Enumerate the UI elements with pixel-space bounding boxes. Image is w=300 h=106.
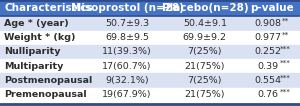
Bar [0, 16, 299, 31]
Text: ***: *** [280, 60, 291, 66]
Bar [0, 88, 299, 102]
Text: 11(39.3%): 11(39.3%) [102, 47, 152, 56]
Bar [0, 0, 299, 16]
Text: **: ** [282, 18, 289, 24]
Text: 7(25%): 7(25%) [188, 47, 222, 56]
Text: 50.7±9.3: 50.7±9.3 [105, 19, 149, 28]
Text: Multiparity: Multiparity [4, 62, 64, 71]
Bar [0, 73, 299, 88]
Text: p-value: p-value [250, 3, 294, 13]
Text: 50.4±9.1: 50.4±9.1 [183, 19, 227, 28]
Text: 0.76: 0.76 [257, 90, 278, 99]
Text: 7(25%): 7(25%) [188, 76, 222, 85]
Text: ***: *** [280, 46, 291, 52]
Text: ***: *** [280, 74, 291, 80]
Text: Weight * (kg): Weight * (kg) [4, 33, 76, 42]
Text: 0.908: 0.908 [254, 19, 281, 28]
Text: Premenopausal: Premenopausal [4, 90, 87, 99]
Text: 0.39: 0.39 [257, 62, 278, 71]
Text: 21(75%): 21(75%) [184, 62, 225, 71]
Text: 19(67.9%): 19(67.9%) [102, 90, 152, 99]
Text: Nulliparity: Nulliparity [4, 47, 61, 56]
Text: 0.554: 0.554 [254, 76, 281, 85]
Text: 69.9±9.2: 69.9±9.2 [183, 33, 227, 42]
Text: 17(60.7%): 17(60.7%) [102, 62, 152, 71]
Text: 0.252: 0.252 [254, 47, 281, 56]
Text: 0.977: 0.977 [254, 33, 281, 42]
Text: 21(75%): 21(75%) [184, 90, 225, 99]
Text: Placebo(n=28): Placebo(n=28) [161, 3, 248, 13]
Bar [0, 59, 299, 73]
Text: **: ** [282, 32, 289, 38]
Bar [0, 31, 299, 45]
Text: Characteristics: Characteristics [4, 3, 93, 13]
Text: 9(32.1%): 9(32.1%) [105, 76, 149, 85]
Text: Age * (year): Age * (year) [4, 19, 69, 28]
Text: ***: *** [280, 89, 291, 95]
Text: Misoprostol (n=28): Misoprostol (n=28) [70, 3, 184, 13]
Text: Postmenopausal: Postmenopausal [4, 76, 93, 85]
Bar [0, 45, 299, 59]
Text: 69.8±9.5: 69.8±9.5 [105, 33, 149, 42]
